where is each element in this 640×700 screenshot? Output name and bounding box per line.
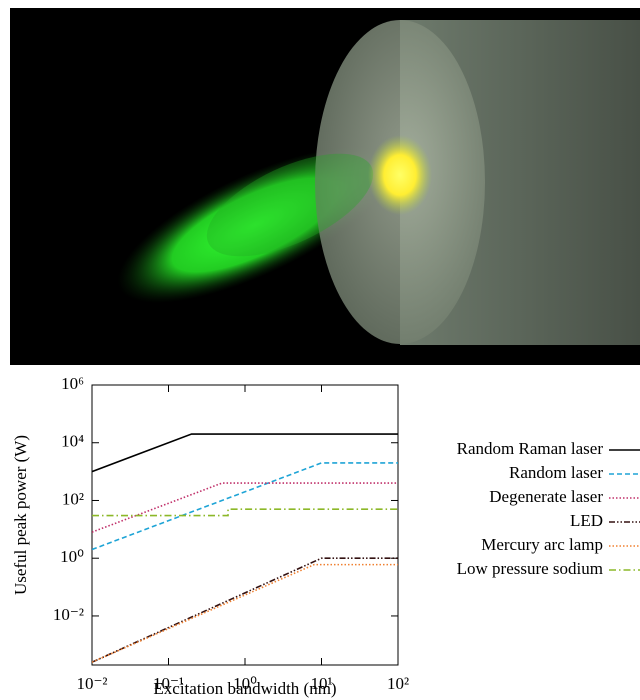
series-line — [92, 462, 398, 551]
series-line — [92, 433, 398, 473]
legend-label: Mercury arc lamp — [481, 535, 603, 554]
legend-label: LED — [570, 511, 603, 530]
y-tick-label: 10² — [62, 489, 84, 508]
series-line — [92, 557, 398, 663]
series-line — [92, 563, 398, 663]
y-tick-label: 10⁴ — [61, 432, 84, 451]
y-tick-label: 10⁻² — [53, 605, 84, 624]
chart: Excitation bandwidth (nm) Useful peak po… — [11, 374, 640, 698]
render-image — [10, 8, 640, 365]
x-tick-label: 10¹ — [310, 674, 332, 693]
plot-frame — [91, 384, 399, 666]
y-tick-label: 10⁰ — [60, 547, 84, 566]
y-tick-label: 10⁶ — [61, 374, 84, 393]
series-line — [92, 482, 398, 533]
legend-label: Random Raman laser — [457, 439, 604, 458]
y-axis-label: Useful peak power (W) — [11, 435, 30, 595]
legend-label: Random laser — [509, 463, 603, 482]
x-tick-label: 10⁻² — [76, 674, 107, 693]
x-tick-label: 10⁰ — [233, 674, 257, 693]
legend-label: Low pressure sodium — [457, 559, 603, 578]
legend-label: Degenerate laser — [489, 487, 603, 506]
x-tick-label: 10⁻¹ — [153, 674, 184, 693]
x-tick-label: 10² — [387, 674, 409, 693]
series-line — [92, 508, 398, 517]
x-axis-label: Excitation bandwidth (nm) — [153, 679, 336, 698]
